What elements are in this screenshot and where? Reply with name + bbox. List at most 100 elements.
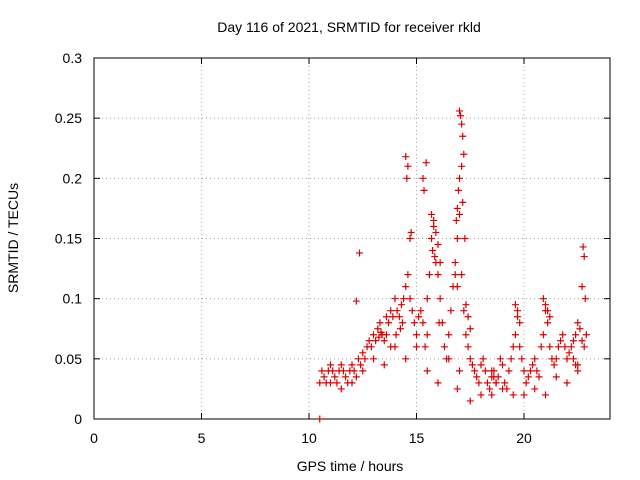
data-point xyxy=(456,210,463,218)
data-point xyxy=(337,385,345,393)
data-point xyxy=(561,343,569,351)
data-point xyxy=(445,331,453,339)
data-point xyxy=(367,343,375,351)
data-point xyxy=(542,391,549,399)
data-point xyxy=(578,283,586,291)
data-point xyxy=(546,313,554,321)
data-point xyxy=(520,367,528,375)
data-point xyxy=(402,153,410,161)
data-point xyxy=(372,337,380,345)
data-point xyxy=(546,343,554,351)
data-point xyxy=(529,361,537,369)
data-point xyxy=(419,319,427,327)
data-point xyxy=(533,367,541,375)
data-point xyxy=(550,361,558,369)
data-point xyxy=(486,385,494,393)
data-point xyxy=(316,415,324,423)
data-point xyxy=(421,343,429,351)
data-point xyxy=(434,271,442,279)
data-point xyxy=(434,241,442,249)
data-point xyxy=(481,367,489,375)
data-point xyxy=(531,355,539,363)
data-point xyxy=(537,343,545,351)
data-point xyxy=(488,391,496,399)
data-point xyxy=(554,343,562,351)
data-point xyxy=(574,361,582,369)
data-point xyxy=(514,307,522,315)
y-tick-label: 0.3 xyxy=(63,50,83,66)
data-point xyxy=(582,331,590,339)
data-point xyxy=(331,373,339,381)
data-point xyxy=(432,228,440,236)
data-point xyxy=(408,307,416,315)
data-point xyxy=(374,325,382,333)
data-point xyxy=(413,343,420,351)
data-point xyxy=(419,174,427,182)
data-point xyxy=(552,373,560,381)
data-point xyxy=(356,249,364,257)
data-point xyxy=(456,174,463,182)
data-point xyxy=(511,331,519,339)
data-point xyxy=(499,385,506,393)
ticks-layer: 0 5 10 15 20 0 0.05 0.1 0.15 0.2 0.25 0.3 xyxy=(55,50,610,446)
data-point xyxy=(361,355,369,363)
data-point xyxy=(468,361,476,369)
x-tick-label: 5 xyxy=(198,430,206,446)
data-point xyxy=(375,333,383,341)
data-point xyxy=(501,379,509,387)
data-point xyxy=(396,325,404,333)
data-point xyxy=(382,331,390,339)
data-point xyxy=(569,355,577,363)
data-point xyxy=(461,235,469,242)
data-point xyxy=(402,355,410,363)
data-point xyxy=(522,379,530,387)
data-point xyxy=(380,361,388,369)
data-point xyxy=(454,186,462,194)
data-point xyxy=(435,319,443,327)
data-point xyxy=(581,295,589,303)
data-point xyxy=(544,319,552,327)
x-tick-label: 20 xyxy=(516,430,532,446)
data-point xyxy=(544,307,552,315)
data-point xyxy=(466,397,474,405)
data-point xyxy=(460,150,468,158)
data-point xyxy=(430,222,438,230)
data-point xyxy=(337,361,345,369)
data-point xyxy=(395,313,403,321)
data-point xyxy=(387,343,395,351)
y-tick-label: 0.15 xyxy=(55,231,82,247)
data-point xyxy=(499,361,506,369)
data-point xyxy=(557,337,565,345)
data-point xyxy=(389,313,397,321)
data-point xyxy=(318,367,326,375)
data-point xyxy=(359,349,367,357)
data-point xyxy=(511,301,519,309)
data-point xyxy=(354,355,362,363)
data-point xyxy=(445,355,453,363)
data-point xyxy=(475,379,483,387)
data-point xyxy=(505,367,513,375)
data-point xyxy=(350,367,358,375)
data-point xyxy=(456,107,463,115)
data-point xyxy=(451,271,459,279)
points-layer xyxy=(316,107,590,423)
data-point xyxy=(431,253,439,261)
data-point xyxy=(574,319,582,327)
data-point xyxy=(569,337,577,345)
data-point xyxy=(370,331,377,339)
data-point xyxy=(574,367,582,375)
y-tick-label: 0.05 xyxy=(55,351,82,367)
data-point xyxy=(578,337,586,345)
data-point xyxy=(456,367,463,375)
data-point xyxy=(352,297,360,305)
data-point xyxy=(428,235,436,242)
x-tick-label: 10 xyxy=(301,430,317,446)
data-point xyxy=(514,313,522,321)
data-point xyxy=(320,373,328,381)
data-point xyxy=(436,295,444,303)
data-point xyxy=(391,295,399,303)
data-point xyxy=(453,235,461,242)
x-tick-label: 15 xyxy=(409,430,425,446)
data-point xyxy=(565,349,573,357)
data-point xyxy=(496,355,504,363)
